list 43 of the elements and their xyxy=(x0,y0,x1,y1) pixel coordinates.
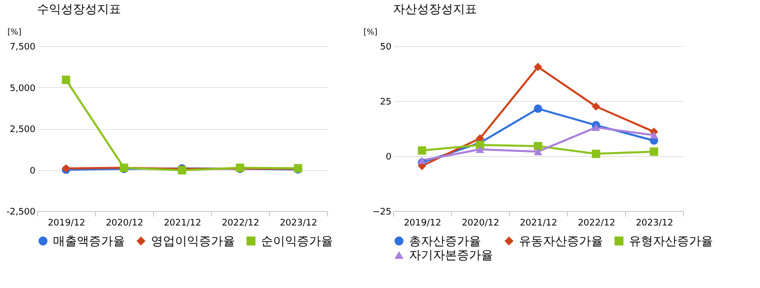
point xyxy=(62,76,70,84)
chart-title: 자산성장성지표 xyxy=(393,2,477,16)
point xyxy=(534,62,542,72)
legend-label: 자기자본증가율 xyxy=(409,248,493,262)
x-tick-label: 2022/12 xyxy=(578,218,616,228)
legend-label: 유동자산증가율 xyxy=(519,234,603,248)
y-tick-label: 0 xyxy=(30,166,36,176)
x-tick-label: 2021/12 xyxy=(520,218,558,228)
x-tick-label: 2020/12 xyxy=(106,218,144,228)
x-tick-label: 2019/12 xyxy=(404,218,442,228)
point xyxy=(476,146,484,154)
legend-label: 유형자산증가율 xyxy=(629,234,713,248)
x-tick-label: 2023/12 xyxy=(636,218,674,228)
point xyxy=(592,150,600,158)
chart-title: 수익성장성지표 xyxy=(37,2,121,16)
x-tick-label: 2019/12 xyxy=(48,218,86,228)
legend-label: 총자산증가율 xyxy=(409,234,481,248)
x-tick-label: 2021/12 xyxy=(164,218,202,228)
point xyxy=(650,147,658,156)
point xyxy=(418,146,426,155)
point xyxy=(418,156,426,164)
point xyxy=(534,104,542,113)
y-axis-title: [%] xyxy=(364,28,378,36)
y-tick-label: 25 xyxy=(380,98,392,108)
y-tick-label: 2,500 xyxy=(10,125,36,135)
y-tick-label: 7,500 xyxy=(10,42,36,52)
y-tick-label: -2,500 xyxy=(6,208,36,218)
point xyxy=(534,142,542,150)
point xyxy=(650,131,658,139)
point xyxy=(592,124,600,132)
x-tick-label: 2020/12 xyxy=(462,218,500,228)
y-tick-label: 0 xyxy=(386,152,392,162)
y-axis-title: [%] xyxy=(8,28,22,36)
y-tick-label: −25 xyxy=(372,208,392,218)
legend-label: 영업이익증가율 xyxy=(151,234,235,248)
x-tick-label: 2022/12 xyxy=(222,218,260,228)
x-tick-label: 2023/12 xyxy=(280,218,318,228)
legend-label: 순이익증가율 xyxy=(261,234,333,248)
y-tick-label: 5,000 xyxy=(10,84,36,94)
y-tick-label: 50 xyxy=(380,42,392,52)
point xyxy=(534,148,542,156)
point xyxy=(592,102,600,111)
legend-label: 매출액증가율 xyxy=(53,234,125,248)
